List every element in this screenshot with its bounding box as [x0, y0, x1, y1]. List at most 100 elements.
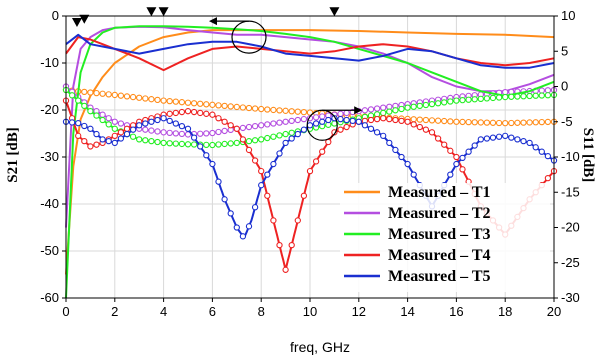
s11-marker-T1 — [123, 93, 131, 100]
s11-marker-T1 — [197, 100, 204, 107]
legend-label-T2: Measured – T2 — [388, 205, 491, 222]
s11-marker-T3 — [99, 116, 106, 124]
s11-marker-T1 — [160, 97, 167, 104]
s11-marker-T3 — [514, 93, 521, 100]
s11-marker-T1 — [471, 119, 478, 126]
s11-marker-T4 — [251, 157, 259, 164]
s11-marker-T5 — [410, 171, 417, 178]
s11-marker-T4 — [197, 109, 204, 117]
s11-marker-T2 — [105, 115, 112, 122]
s11-marker-T3 — [148, 137, 155, 145]
s11-marker-T5 — [367, 125, 375, 132]
s11-marker-T5 — [520, 137, 527, 145]
s11-marker-T5 — [483, 135, 491, 142]
s11-marker-T4 — [428, 129, 436, 136]
s11-marker-T4 — [111, 132, 118, 139]
s11-marker-T4 — [380, 115, 387, 122]
s11-marker-T1 — [239, 104, 247, 111]
s11-marker-T1 — [434, 117, 442, 124]
s11-marker-T4 — [209, 111, 216, 118]
s11-marker-T1 — [532, 119, 539, 126]
resonance-marker — [71, 18, 82, 28]
s11-marker-T4 — [386, 115, 393, 123]
s11-marker-T3 — [453, 97, 460, 104]
s11-marker-T4 — [288, 241, 295, 249]
s11-marker-T3 — [221, 140, 228, 148]
s11-marker-T5 — [282, 139, 289, 147]
s11-marker-T3 — [276, 132, 283, 139]
s11-marker-T4 — [190, 108, 198, 116]
s11-marker-T1 — [459, 118, 466, 126]
s11-marker-T2 — [111, 118, 118, 125]
s11-marker-T5 — [172, 120, 179, 127]
s11-marker-T5 — [190, 134, 198, 141]
resonance-marker — [146, 7, 157, 17]
s11-marker-T4 — [294, 217, 301, 224]
s11-marker-T2 — [166, 129, 173, 137]
s11-marker-T5 — [380, 132, 387, 139]
s11-marker-T1 — [258, 105, 265, 113]
s11-marker-T3 — [447, 98, 454, 105]
s11-marker-T5 — [270, 160, 277, 168]
s11-marker-T5 — [227, 210, 234, 217]
x-tick-label: 10 — [303, 304, 317, 319]
s11-marker-T3 — [532, 92, 539, 99]
s11-marker-T1 — [111, 91, 118, 99]
y-left-tick-label: -20 — [40, 102, 59, 117]
s11-marker-T5 — [276, 150, 283, 157]
s11-marker-T3 — [245, 137, 253, 145]
s11-marker-T2 — [294, 116, 301, 124]
s11-marker-T1 — [526, 119, 533, 126]
s11-marker-T4 — [441, 141, 448, 148]
s11-marker-T3 — [105, 121, 112, 128]
legend-label-T4: Measured – T4 — [388, 247, 491, 264]
s11-marker-T5 — [123, 130, 131, 138]
s11-marker-T4 — [416, 123, 423, 131]
s11-marker-T4 — [123, 125, 131, 132]
s11-marker-T4 — [447, 147, 454, 154]
s11-marker-T4 — [166, 110, 173, 117]
s11-marker-T4 — [404, 118, 411, 125]
s11-marker-T5 — [215, 178, 222, 185]
s11-marker-T3 — [288, 129, 295, 136]
s11-marker-T3 — [282, 130, 289, 138]
s11-marker-T1 — [245, 104, 253, 112]
s11-marker-T1 — [87, 89, 94, 96]
s11-marker-T5 — [300, 126, 308, 133]
s11-marker-T1 — [514, 119, 521, 126]
s11-marker-T2 — [215, 128, 222, 136]
s11-marker-T5 — [471, 142, 478, 149]
s11-marker-T1 — [93, 89, 100, 97]
s11-marker-T1 — [99, 90, 106, 97]
s11-marker-T4 — [172, 109, 179, 117]
s11-marker-T4 — [367, 116, 375, 124]
x-tick-label: 16 — [449, 304, 463, 319]
s11-marker-T4 — [282, 266, 289, 273]
s11-marker-T3 — [178, 140, 186, 148]
s11-marker-T1 — [148, 96, 155, 103]
s11-marker-T5 — [465, 148, 472, 155]
s11-marker-T2 — [300, 115, 308, 123]
s11-marker-T2 — [380, 104, 387, 111]
s11-marker-T3 — [380, 109, 387, 117]
s11-marker-T5 — [111, 139, 118, 147]
s11-marker-T4 — [459, 166, 466, 173]
s11-marker-T5 — [160, 115, 167, 122]
s11-marker-T5 — [306, 122, 314, 129]
s11-marker-T5 — [373, 129, 381, 136]
s11-marker-T1 — [410, 116, 417, 123]
s11-marker-T2 — [282, 118, 289, 125]
s11-marker-T5 — [258, 182, 265, 189]
s11-marker-T3 — [410, 103, 417, 110]
s11-marker-T1 — [233, 103, 240, 111]
s11-marker-T4 — [453, 153, 460, 161]
s21-line-T5 — [65, 33, 555, 69]
s11-marker-T4 — [93, 141, 100, 148]
s11-marker-T5 — [355, 118, 362, 125]
y-left-tick-label: -60 — [40, 290, 59, 305]
s11-marker-T5 — [294, 130, 301, 138]
s11-marker-T1 — [465, 118, 472, 126]
s11-marker-T4 — [215, 115, 222, 122]
s11-marker-T5 — [148, 118, 155, 125]
s11-marker-T1 — [300, 108, 308, 116]
